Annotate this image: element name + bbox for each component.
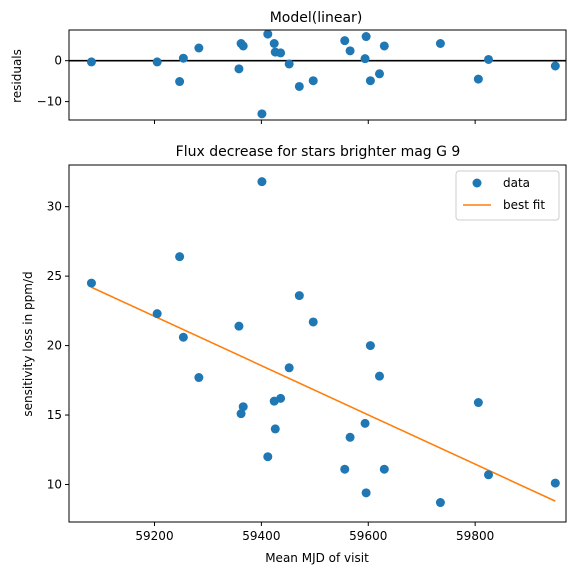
data-point	[284, 363, 294, 373]
residuals-panel: Model(linear) residuals 0 −10	[10, 10, 567, 124]
residuals-plot-frame	[68, 29, 567, 121]
residuals-y-axis-label: residuals	[10, 49, 24, 103]
data-point	[276, 393, 286, 403]
data-point	[374, 69, 384, 79]
y-tick-label: 0	[54, 54, 62, 68]
y-tick-label: 15	[47, 408, 62, 422]
data-point	[234, 321, 244, 331]
data-point	[435, 39, 445, 48]
data-point	[360, 54, 370, 64]
data-point	[284, 59, 294, 69]
data-point	[361, 488, 371, 498]
x-tick-label: 59600	[349, 529, 387, 543]
data-point	[86, 278, 96, 288]
legend: data best fit	[455, 170, 560, 221]
data-point	[178, 53, 188, 63]
data-point	[340, 464, 350, 474]
legend-fit-label: best fit	[503, 198, 545, 212]
x-tick-label: 59200	[135, 529, 173, 543]
data-point	[361, 32, 371, 42]
flux-points	[86, 177, 560, 508]
y-tick-label: 30	[47, 200, 62, 214]
data-point	[294, 81, 304, 91]
data-point	[175, 77, 185, 87]
residuals-ticks: 0 −10	[37, 54, 476, 124]
data-point	[473, 398, 483, 408]
y-tick-label: 20	[47, 339, 62, 353]
flux-x-axis-label: Mean MJD of visit	[265, 551, 369, 565]
y-tick-label: 10	[47, 477, 62, 491]
data-point	[550, 478, 560, 488]
flux-title: Flux decrease for stars brighter mag G 9	[176, 144, 461, 160]
data-point	[365, 341, 375, 351]
data-point	[175, 252, 185, 262]
data-point	[269, 39, 279, 48]
data-point	[263, 452, 273, 462]
data-point	[152, 57, 162, 67]
data-point	[194, 373, 204, 383]
residuals-title: Model(linear)	[270, 10, 363, 26]
flux-best-fit-line	[91, 286, 556, 502]
data-point	[345, 46, 355, 56]
data-point	[194, 43, 204, 53]
data-point	[360, 418, 370, 428]
data-point	[276, 48, 286, 58]
data-point	[374, 371, 384, 381]
flux-plot-frame	[68, 164, 567, 523]
data-point	[484, 470, 494, 480]
data-point	[294, 291, 304, 301]
data-point	[236, 409, 246, 419]
data-point	[86, 57, 96, 67]
y-tick-label: −10	[37, 95, 62, 109]
data-point	[234, 64, 244, 74]
data-point	[178, 332, 188, 342]
data-point	[340, 36, 350, 46]
residuals-points	[86, 29, 560, 119]
data-point	[238, 402, 248, 412]
data-point	[435, 498, 445, 508]
x-tick-label: 59400	[242, 529, 280, 543]
data-point	[473, 74, 483, 84]
data-point	[550, 61, 560, 71]
data-point	[238, 41, 248, 51]
data-point	[257, 177, 267, 187]
x-tick-label: 59800	[456, 529, 494, 543]
best-fit-line	[91, 286, 556, 502]
flux-panel: Flux decrease for stars brighter mag G 9…	[21, 144, 567, 565]
data-point	[379, 464, 389, 474]
y-tick-label: 25	[47, 269, 62, 283]
data-point	[379, 41, 389, 51]
data-point	[152, 309, 162, 319]
data-point	[484, 54, 494, 64]
legend-box	[455, 170, 560, 221]
data-point	[263, 29, 273, 39]
flux-ticks: 59200 59400 59600 59800 10 15 20 25 30	[47, 200, 495, 543]
data-point	[345, 432, 355, 442]
data-point	[308, 76, 318, 86]
data-point	[308, 317, 318, 327]
data-point	[270, 424, 280, 434]
legend-data-label: data	[503, 176, 530, 190]
data-point	[257, 109, 267, 119]
data-point	[365, 76, 375, 86]
flux-y-axis-label: sensitivity loss in ppm/d	[21, 271, 35, 416]
legend-data-marker	[472, 178, 482, 188]
